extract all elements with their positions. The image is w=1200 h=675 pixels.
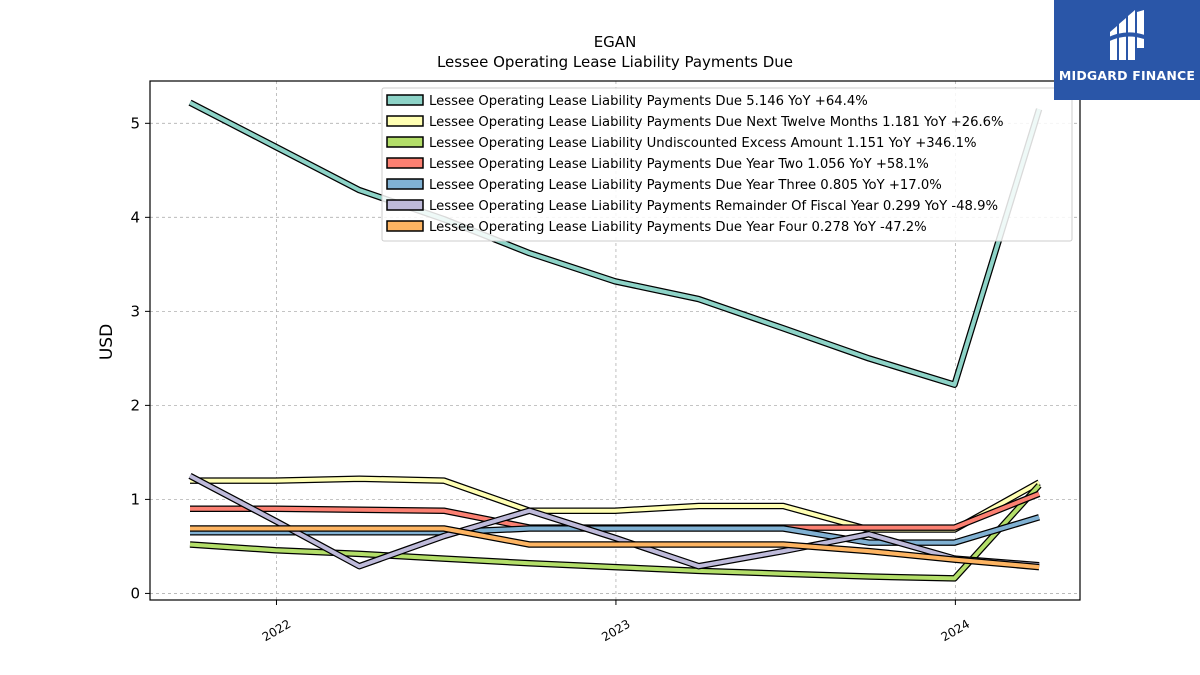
y-tick-label: 2: [130, 396, 140, 414]
y-tick-label: 1: [130, 490, 140, 508]
legend-entry: Lessee Operating Lease Liability Payment…: [429, 199, 998, 214]
series-outline: [190, 475, 1041, 533]
legend-entry: Lessee Operating Lease Liability Payment…: [429, 220, 927, 235]
series-line: [189, 474, 1040, 569]
legend-swatch: [386, 157, 424, 169]
legend-swatch: [386, 94, 424, 106]
legend-swatch: [386, 136, 424, 148]
series-lines: [188, 99, 1043, 582]
y-tick-label: 0: [130, 584, 140, 602]
legend-swatch: [386, 178, 424, 190]
legend-box: [381, 87, 1073, 242]
plot-frame: [149, 80, 1081, 601]
legend-swatch: [386, 199, 424, 211]
y-axis-label: USD: [97, 324, 117, 360]
midgard-finance-logo: MIDGARD FINANCE: [1054, 0, 1200, 100]
series-line: [190, 476, 1041, 532]
x-tick-label: 2023: [599, 617, 632, 644]
legend: Lessee Operating Lease Liability Payment…: [381, 87, 1073, 242]
series-line: [190, 526, 1040, 570]
legend-entry: Lessee Operating Lease Liability Payment…: [429, 94, 868, 109]
y-tick-label: 4: [130, 208, 140, 226]
series-line: [189, 100, 1042, 387]
midgard-logo-icon: [1106, 10, 1148, 60]
chart-subtitle: Lessee Operating Lease Liability Payment…: [437, 53, 793, 71]
y-tick-label: 5: [130, 114, 140, 132]
legend-entry: Lessee Operating Lease Liability Payment…: [429, 115, 1004, 130]
logo-text: MIDGARD FINANCE: [1058, 68, 1196, 83]
x-tick-label: 2022: [260, 617, 293, 644]
chart-title: EGAN: [594, 33, 637, 51]
legend-entry: Lessee Operating Lease Liability Payment…: [429, 157, 929, 172]
legend-swatch: [386, 220, 424, 232]
legend-swatch: [386, 115, 424, 127]
x-tick-label: 2024: [939, 617, 972, 644]
y-tick-label: 3: [130, 302, 140, 320]
legend-entry: Lessee Operating Lease Liability Undisco…: [429, 136, 977, 151]
legend-entry: Lessee Operating Lease Liability Payment…: [429, 178, 942, 193]
